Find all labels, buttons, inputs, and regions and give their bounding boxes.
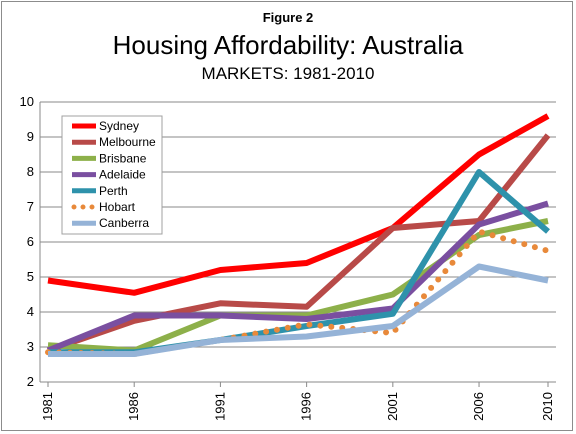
legend-label-brisbane: Brisbane [99, 151, 147, 165]
gridlines [40, 101, 556, 348]
y-tick-label: 5 [27, 269, 34, 284]
legend: Sydney Melbourne Brisbane Adelaide Perth Hoba… [61, 115, 163, 235]
x-tick-label: 2001 [385, 392, 400, 421]
x-tick-label: 2006 [471, 392, 486, 421]
series-lines [45, 113, 551, 357]
x-axis-ticks: 1981 1986 1991 1996 2001 2006 2010 [40, 392, 555, 421]
legend-label-sydney: Sydney [99, 119, 139, 133]
series-line-sydney [47, 113, 550, 296]
x-tick-label: 1996 [299, 392, 314, 421]
chart-subtitle: MARKETS: 1981-2010 [201, 64, 375, 83]
x-tick-label: 1991 [212, 392, 227, 421]
series-line-melbourne [47, 133, 551, 354]
y-tick-label: 2 [27, 374, 34, 389]
y-tick-label: 6 [27, 234, 34, 249]
legend-label-adelaide: Adelaide [99, 168, 146, 182]
x-tick-label: 1986 [126, 392, 141, 421]
y-tick-label: 4 [27, 304, 34, 319]
legend-label-canberra: Canberra [99, 216, 149, 230]
figure-label: Figure 2 [262, 10, 314, 25]
x-tick-label: 2010 [540, 392, 555, 421]
chart-title: Housing Affordability: Australia [112, 30, 464, 60]
series-line-adelaide [46, 200, 549, 354]
y-tick-label: 9 [27, 129, 34, 144]
legend-label-hobart: Hobart [99, 200, 136, 214]
y-tick-label: 3 [27, 339, 34, 354]
y-tick-label: 8 [27, 164, 34, 179]
y-tick-label: 7 [27, 199, 34, 214]
x-tick-label: 1981 [40, 392, 55, 421]
legend-label-perth: Perth [99, 184, 128, 198]
series-line-canberra [48, 263, 549, 357]
axes [39, 102, 556, 387]
y-axis-ticks: 2 3 4 5 6 7 8 9 10 [20, 94, 34, 389]
legend-label-melbourne: Melbourne [99, 135, 156, 149]
y-tick-label: 10 [20, 94, 34, 109]
